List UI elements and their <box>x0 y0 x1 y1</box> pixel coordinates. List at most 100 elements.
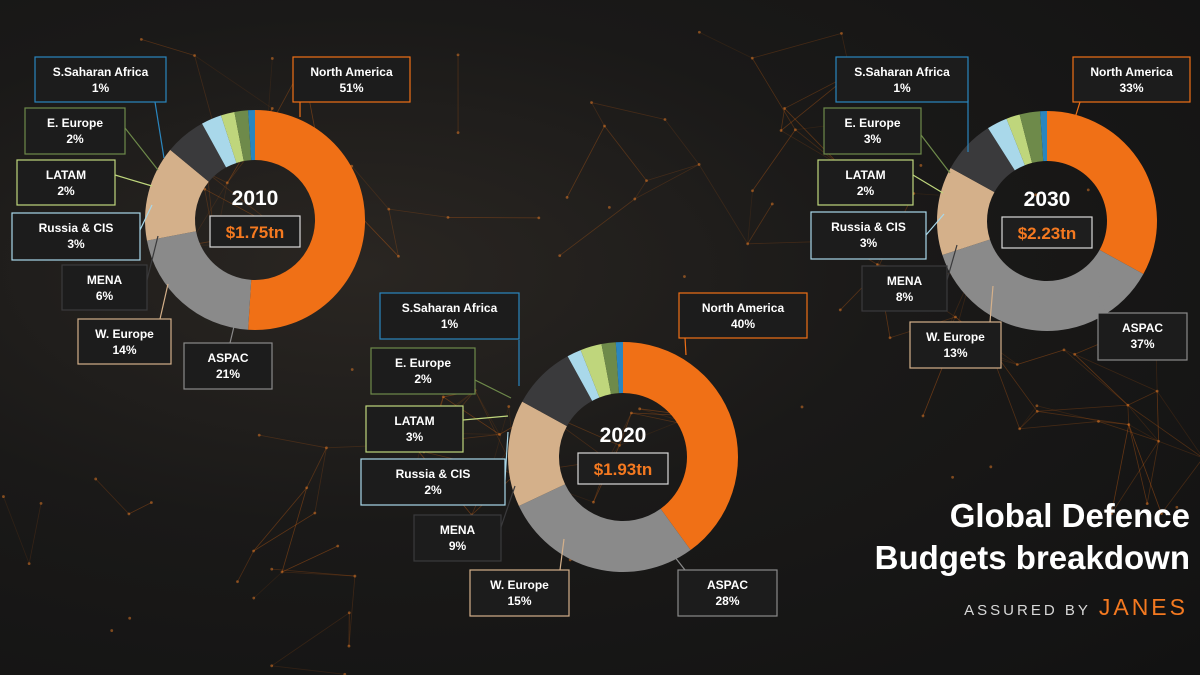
label-s-saharan-africa: S.Saharan Africa 1% <box>379 292 520 386</box>
category-name: Russia & CIS <box>831 220 906 234</box>
category-value: 28% <box>715 594 739 608</box>
leader-line <box>559 538 565 571</box>
label-e-europe: E. Europe 2% <box>24 107 159 171</box>
brand-prefix: ASSURED BY <box>964 602 1091 619</box>
label-box <box>469 569 570 617</box>
label-s-saharan-africa: S.Saharan Africa 1% <box>835 56 969 152</box>
label-latam: LATAM 2% <box>817 159 944 206</box>
slice-aspac <box>942 239 1144 331</box>
slice-russia-cis <box>202 115 237 168</box>
category-value: 51% <box>339 81 363 95</box>
slice-north-america <box>248 109 366 330</box>
title-line-1: Global Defence <box>949 497 1190 534</box>
category-value: 14% <box>112 343 136 357</box>
category-value: 33% <box>1119 81 1143 95</box>
year-label: 2030 <box>1024 188 1071 211</box>
slice-aspac <box>518 484 691 573</box>
label-aspac: ASPAC 21% <box>183 317 273 390</box>
slice-s-saharan-africa <box>248 110 255 161</box>
leader-line <box>154 101 165 159</box>
category-value: 40% <box>731 317 755 331</box>
label-s-saharan-africa: S.Saharan Africa 1% <box>34 56 167 159</box>
total-box <box>209 215 301 248</box>
slice-mena <box>522 356 593 427</box>
category-name: North America <box>702 301 785 315</box>
leader-line <box>124 127 159 171</box>
year-label: 2020 <box>600 424 647 447</box>
slice-e-europe <box>234 110 252 162</box>
leader-line <box>989 285 994 323</box>
category-name: W. Europe <box>95 327 154 341</box>
category-name: MENA <box>87 273 123 287</box>
label-box <box>413 514 502 562</box>
label-box <box>365 405 464 453</box>
leader-line <box>912 174 944 194</box>
slice-latam <box>221 111 244 163</box>
category-value: 37% <box>1130 337 1154 351</box>
leader-line <box>114 174 153 187</box>
label-box <box>909 321 1002 369</box>
category-name: LATAM <box>845 168 885 182</box>
category-name: LATAM <box>46 168 86 182</box>
label-box <box>810 211 927 260</box>
category-value: 13% <box>943 346 967 360</box>
category-value: 1% <box>441 317 459 331</box>
category-name: Russia & CIS <box>396 467 471 481</box>
category-name: Russia & CIS <box>39 221 114 235</box>
leader-line <box>920 134 951 174</box>
title-line-2: Budgets breakdown <box>874 539 1190 576</box>
donut-2030: 2030 $2.23tn North America 33% ASPAC 37% W. Eu… <box>810 56 1191 369</box>
slice-north-america <box>623 342 739 551</box>
label-box <box>823 107 922 155</box>
slice-latam <box>1006 114 1033 166</box>
category-name: MENA <box>440 523 476 537</box>
category-name: W. Europe <box>926 330 985 344</box>
label-box <box>11 212 141 261</box>
category-name: ASPAC <box>707 578 748 592</box>
slice-e-europe <box>1019 111 1044 163</box>
label-mena: MENA 6% <box>61 235 159 311</box>
label-aspac: ASPAC 28% <box>666 546 778 617</box>
label-box <box>183 342 273 390</box>
category-value: 2% <box>66 132 84 146</box>
category-name: North America <box>1090 65 1173 79</box>
category-name: S.Saharan Africa <box>53 65 149 79</box>
brand-name: JANES <box>1098 594 1188 620</box>
donut-2020: 2020 $1.93tn North America 40% ASPAC 28% W. Eu… <box>360 292 808 617</box>
category-name: ASPAC <box>207 351 248 365</box>
label-box <box>77 318 172 365</box>
label-box <box>61 264 148 311</box>
category-value: 1% <box>92 81 110 95</box>
category-value: 15% <box>507 594 531 608</box>
category-name: North America <box>310 65 393 79</box>
label-w-europe: W. Europe 15% <box>469 538 570 617</box>
total-box <box>577 452 669 485</box>
leader-line <box>229 317 237 344</box>
label-box <box>16 159 116 206</box>
label-box <box>370 347 476 395</box>
category-value: 3% <box>67 237 85 251</box>
total-label: $2.23tn <box>1018 224 1077 243</box>
label-north-america: North America 33% <box>1072 56 1191 119</box>
category-value: 8% <box>896 290 914 304</box>
category-value: 6% <box>96 289 114 303</box>
slice-s-saharan-africa <box>615 342 623 394</box>
label-mena: MENA 9% <box>413 485 516 562</box>
leader-line <box>666 546 686 571</box>
category-name: E. Europe <box>395 356 451 370</box>
slice-mena <box>170 123 227 182</box>
leader-line <box>1097 288 1106 314</box>
slice-russia-cis <box>988 118 1025 171</box>
category-value: 2% <box>57 184 75 198</box>
brand-logo: ASSURED BY JANES <box>964 594 1188 621</box>
label-box <box>1072 56 1191 103</box>
category-value: 2% <box>857 184 875 198</box>
leader-line <box>474 379 512 399</box>
label-russia-cis: Russia & CIS 2% <box>360 431 509 506</box>
label-e-europe: E. Europe 3% <box>823 107 951 174</box>
category-name: W. Europe <box>490 578 549 592</box>
label-latam: LATAM 3% <box>365 405 509 453</box>
category-name: S.Saharan Africa <box>854 65 950 79</box>
slice-w-europe <box>507 401 567 506</box>
